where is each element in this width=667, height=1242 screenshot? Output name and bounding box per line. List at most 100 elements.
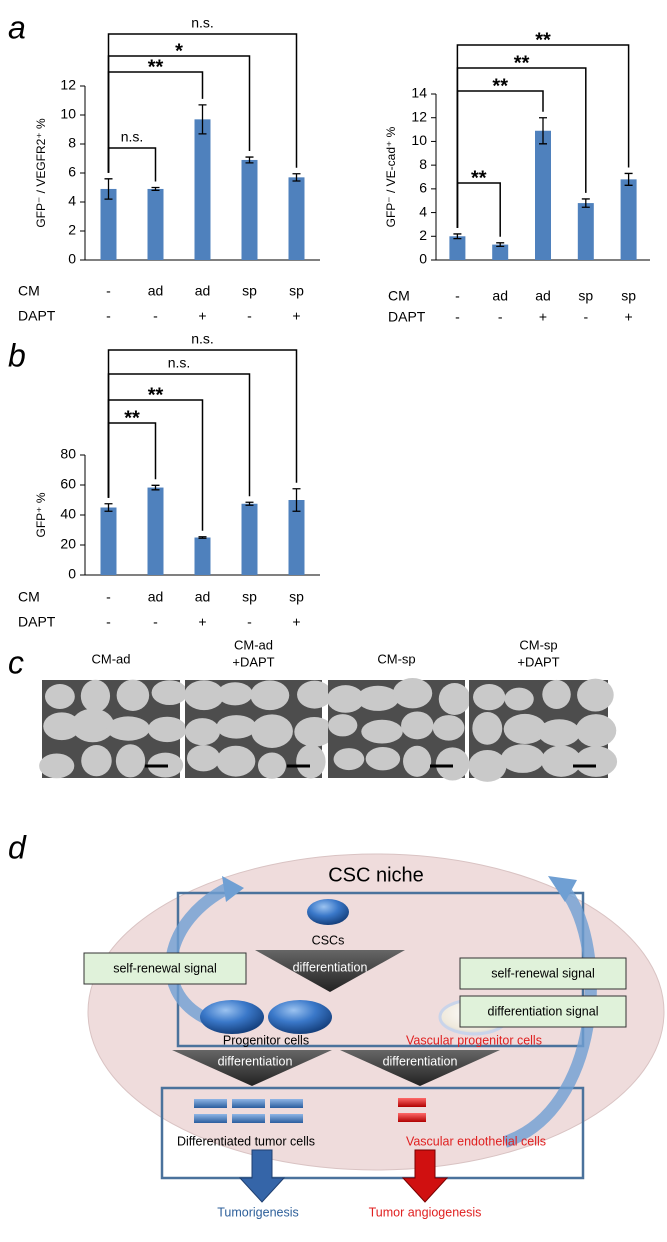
cell-space	[333, 748, 365, 771]
significance-label: n.s.	[121, 129, 144, 145]
error-bar	[292, 173, 301, 182]
row-label: DAPT	[18, 308, 56, 324]
row-label: CM	[18, 283, 40, 299]
label: Vascular progenitor cells	[406, 1033, 542, 1047]
y-tick-label: 2	[419, 227, 427, 243]
x-tick-label: -	[498, 309, 503, 325]
cell-space	[106, 716, 150, 741]
y-tick-label: 0	[68, 566, 76, 582]
label: self-renewal signal	[113, 961, 217, 975]
cell-space	[472, 711, 503, 745]
label: differentiation	[383, 1054, 458, 1068]
tumor-cells	[194, 1099, 303, 1123]
error-bar	[539, 117, 547, 145]
bar	[147, 188, 164, 260]
x-tick-label: -	[455, 309, 460, 325]
cell-space	[71, 708, 115, 743]
label: Tumor angiogenesis	[369, 1205, 482, 1219]
significance-label: n.s.	[168, 355, 191, 371]
row-label: CM	[18, 589, 40, 605]
cell-space	[575, 714, 617, 748]
y-tick-label: 12	[411, 108, 427, 124]
cell-space	[538, 719, 581, 747]
row-label: DAPT	[388, 309, 426, 325]
label: differentiation signal	[488, 1004, 599, 1018]
bar	[492, 244, 509, 260]
x-tick-label: +	[198, 308, 206, 324]
cell-space	[361, 719, 403, 744]
error-bar	[245, 156, 254, 164]
panel-label: a	[8, 9, 26, 45]
error-bar	[151, 186, 160, 192]
error-bar	[198, 536, 207, 539]
y-tick-label: 0	[68, 251, 76, 267]
diagram: CSC niche CSCs differentiation Progenito…	[83, 853, 665, 1219]
significance-bracket	[107, 349, 298, 498]
micrograph-label: +DAPT	[232, 654, 274, 669]
cell-space	[183, 680, 225, 711]
error-bar	[292, 488, 301, 512]
cell-space	[297, 680, 333, 709]
x-tick-label: -	[247, 308, 252, 324]
cell-space	[186, 745, 221, 772]
signal-box	[459, 995, 627, 1028]
significance-bracket	[107, 422, 157, 498]
x-tick-label: ad	[492, 288, 508, 304]
y-tick-label: 10	[411, 132, 427, 148]
cell-space	[401, 711, 434, 740]
x-tick-label: -	[106, 589, 111, 605]
cell-space	[438, 682, 471, 715]
x-tick-label: ad	[148, 283, 164, 299]
cell-space	[116, 679, 150, 711]
micrograph-label: +DAPT	[517, 654, 559, 669]
label: Vascular endothelial cells	[406, 1134, 546, 1148]
significance-label: **	[148, 56, 164, 78]
label: self-renewal signal	[491, 966, 595, 980]
significance-label: **	[148, 384, 164, 406]
significance-label: n.s.	[191, 15, 214, 31]
significance-label: **	[124, 407, 140, 429]
y-tick-label: 6	[68, 164, 76, 180]
error-bar	[151, 484, 160, 491]
y-tick-label: 6	[419, 180, 427, 196]
arrow-head	[548, 876, 577, 902]
y-tick-label: 4	[68, 193, 76, 209]
x-tick-label: sp	[242, 589, 257, 605]
label: differentiation	[218, 1054, 293, 1068]
cell-space	[328, 714, 358, 737]
bar	[241, 503, 258, 575]
x-tick-label: -	[583, 309, 588, 325]
cell-space	[251, 714, 293, 748]
cell-space	[250, 680, 290, 711]
x-tick-label: -	[153, 614, 158, 630]
micrograph-label: CM-ad	[91, 651, 130, 666]
error-bar	[453, 233, 462, 240]
y-tick-label: 8	[419, 156, 427, 172]
diff-arrow	[172, 1050, 332, 1086]
significance-label: **	[514, 52, 530, 74]
y-tick-label: 2	[68, 222, 76, 238]
y-tick-label: 10	[60, 106, 76, 122]
x-tick-label: sp	[621, 288, 636, 304]
cell-space	[541, 745, 582, 777]
y-tick-label: 12	[60, 77, 76, 93]
bar	[288, 177, 305, 260]
cell-space	[294, 717, 335, 747]
arrow	[238, 1149, 286, 1203]
cell-space	[577, 678, 614, 712]
label: differentiation	[293, 960, 368, 974]
significance-bracket	[107, 33, 298, 173]
cell	[200, 1000, 264, 1034]
x-tick-label: +	[198, 614, 206, 630]
significance-label: n.s.	[191, 331, 214, 347]
x-tick-label: ad	[195, 283, 211, 299]
bar	[100, 507, 117, 575]
cell-space	[403, 745, 432, 777]
cell-space	[473, 683, 506, 711]
bar	[288, 500, 305, 575]
significance-bracket	[107, 147, 157, 182]
error-bar	[624, 172, 633, 186]
bar	[100, 188, 117, 260]
bar	[194, 537, 211, 575]
x-tick-label: -	[106, 614, 111, 630]
